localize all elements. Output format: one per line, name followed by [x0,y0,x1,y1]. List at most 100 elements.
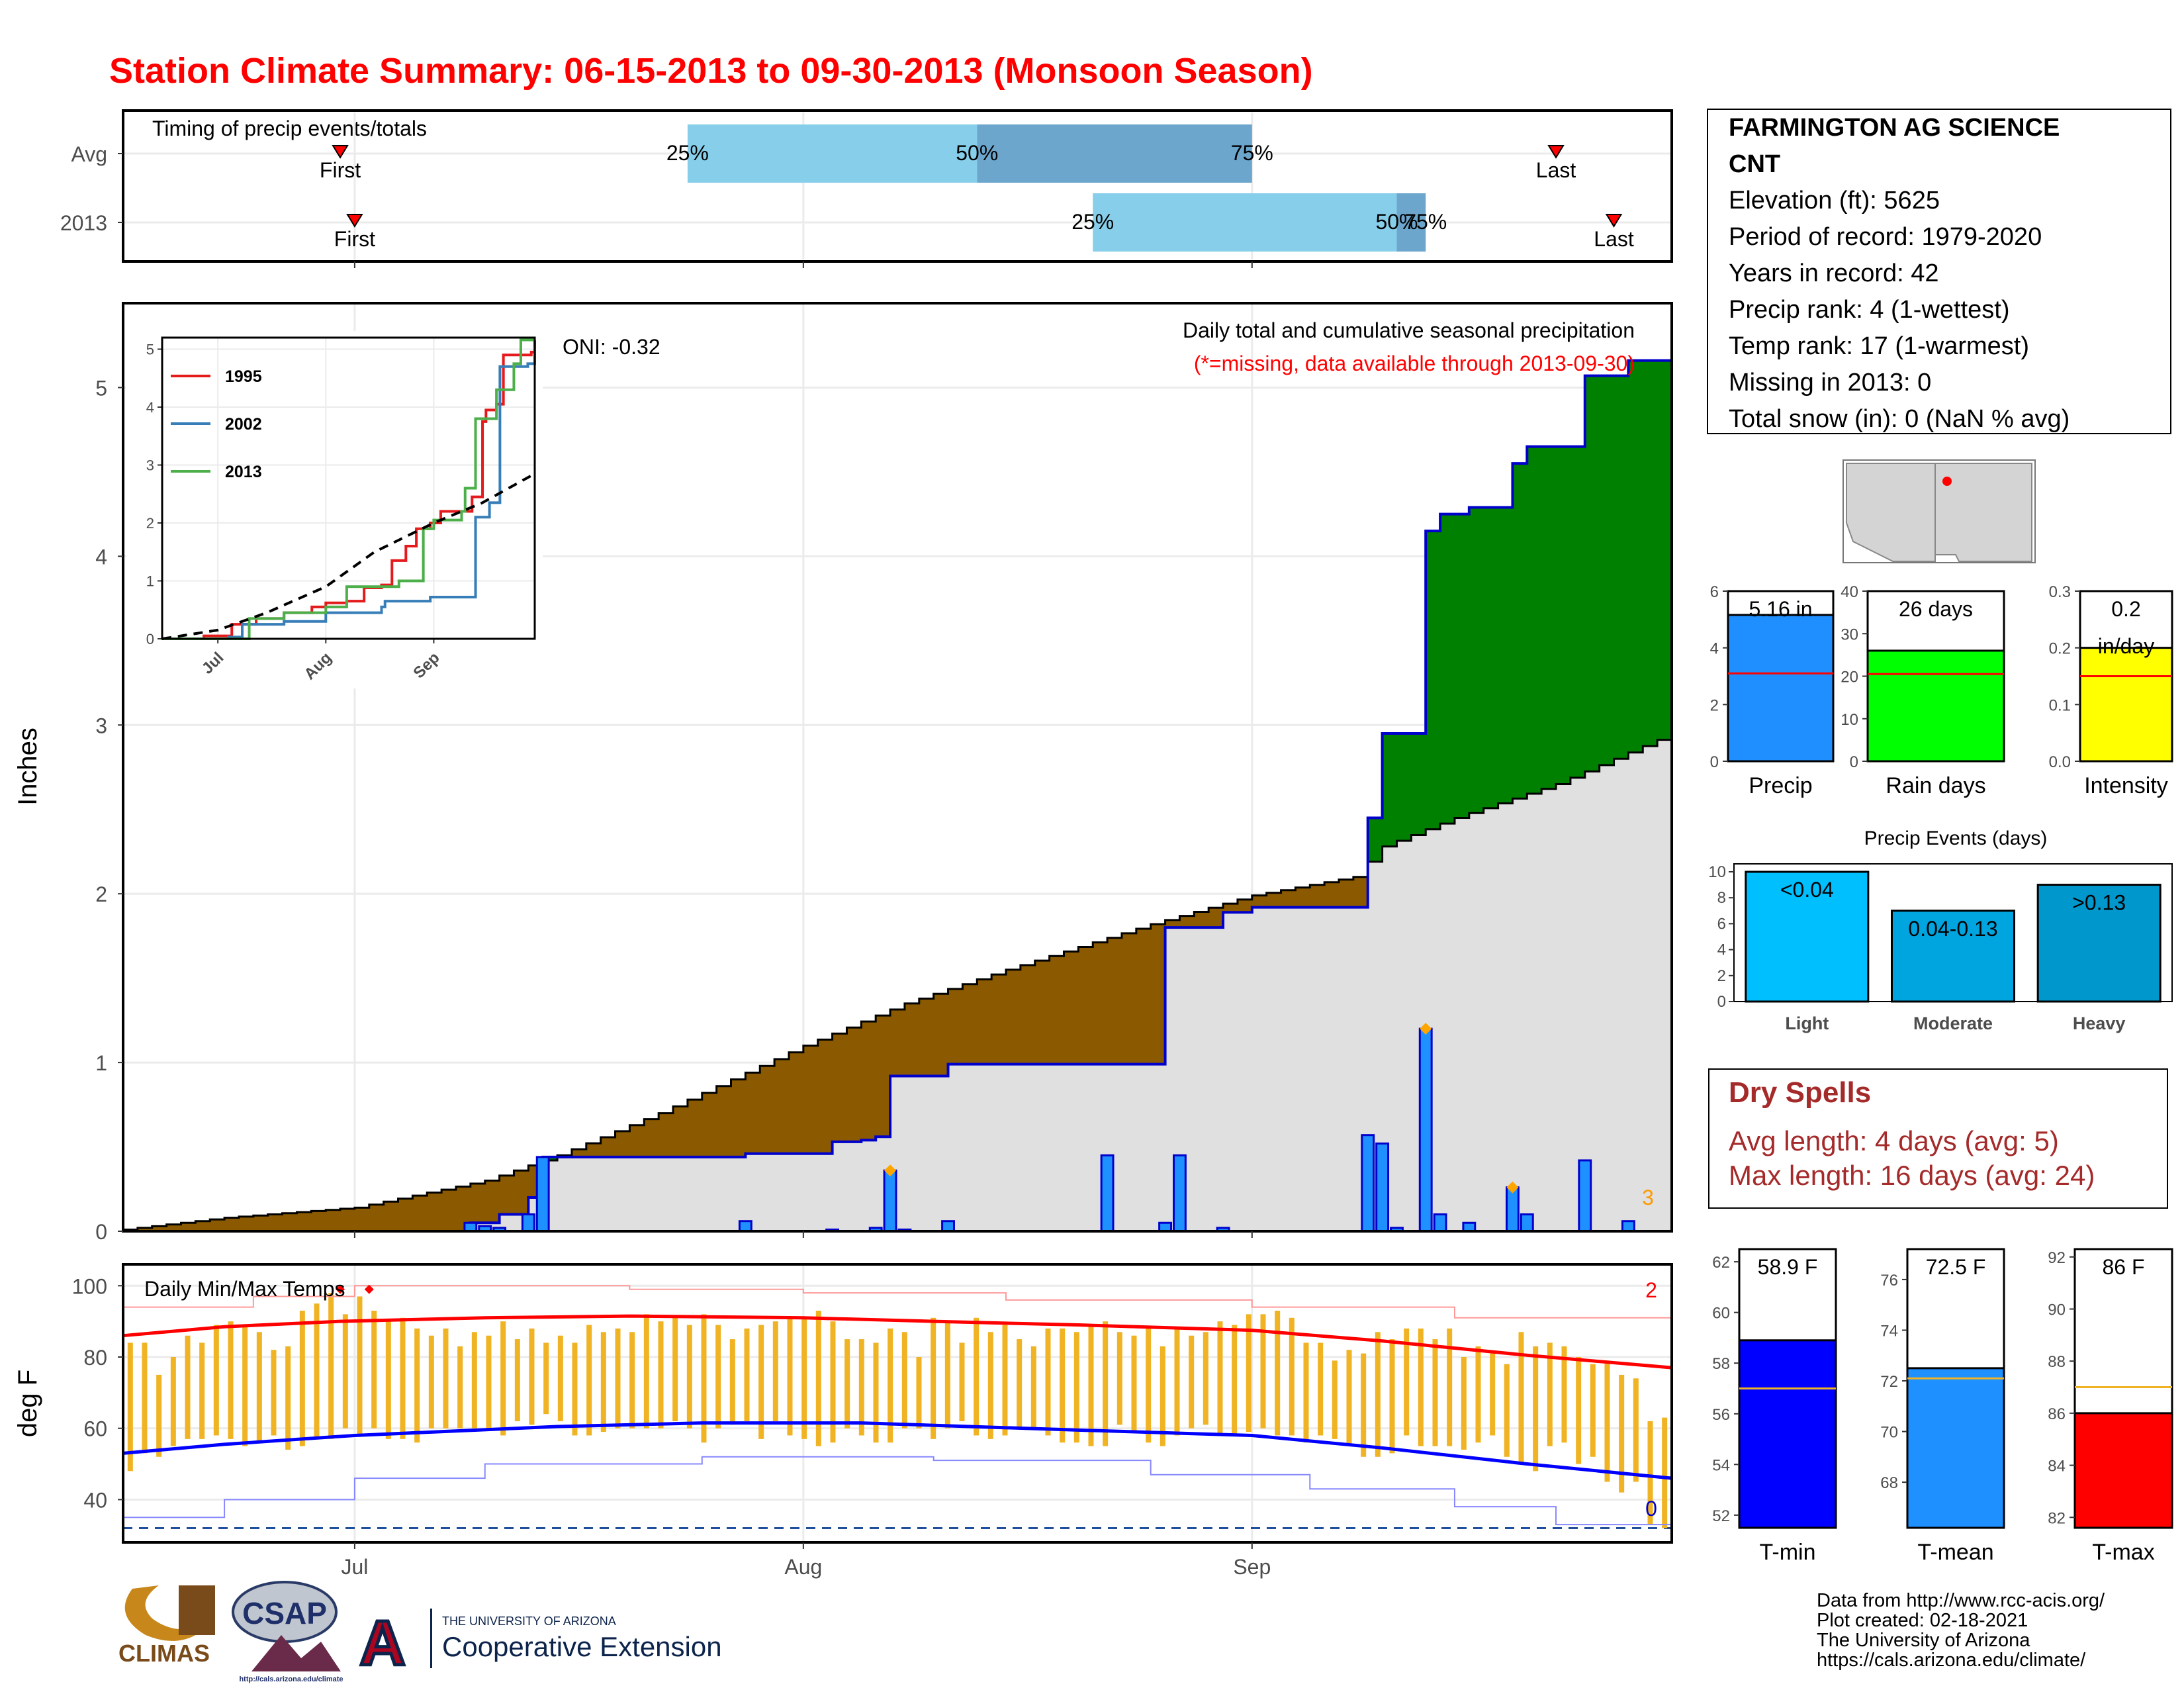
daily-temp-range-bar [801,1317,807,1439]
daily-temp-range-bar [1389,1339,1395,1454]
timing-panel: Timing of precip events/totals Avg 25% 50%… [60,109,1673,263]
events-title: Precip Events (days) [1864,827,2048,849]
summary-bar-intensity-value-label: in/day [2098,634,2154,658]
inset-y-tick-label: 4 [146,399,154,416]
temp-bar-t-mean-value-label: 72.5 F [1926,1255,1986,1279]
daily-temp-range-bar [901,1332,907,1429]
daily-temp-range-bar [1533,1346,1539,1472]
daily-precip-bar [1621,1220,1635,1233]
timing-row-label: Avg [71,142,107,166]
daily-temp-range-bar [185,1335,191,1439]
daily-precip-bar [1361,1134,1375,1233]
temp-bar-t-max-tick-label: 92 [2048,1249,2066,1267]
temp-bar-t-max: 82 84 86 88 90 92 86 F T-max [2048,1248,2173,1565]
timing-last-marker [1547,145,1565,159]
daily-temp-range-bar [974,1317,979,1436]
daily-temp-range-bar [457,1346,463,1429]
daily-temp-range-bar [486,1335,492,1429]
timing-p50-label: 50% [1375,210,1418,234]
events-tick-label: 10 [1708,863,1726,881]
daily-temp-range-bar [314,1303,320,1439]
timing-last-label: Last [1594,227,1634,251]
daily-temp-range-bar [600,1332,606,1432]
daily-temp-range-bar [787,1317,793,1436]
daily-temp-range-bar [1275,1311,1281,1436]
daily-temp-range-bar [1174,1328,1180,1436]
temp-bar-t-max-tick-label: 90 [2048,1301,2066,1319]
summary-bar-precip: 0 2 4 6 5.16 in Precip [1710,583,1835,798]
temp-bar-t-min-value-label: 58.9 F [1758,1255,1818,1279]
temp-plot-area [122,1284,1672,1536]
precip-panel-border [122,302,1673,1233]
daily-temp-range-bar [1332,1360,1338,1439]
temp-y-tick-label: 80 [83,1346,107,1370]
daily-temp-range-bar [242,1325,248,1446]
daily-temp-range-bar [156,1374,162,1457]
csap-logo-url: http://cals.arizona.edu/climate [239,1675,343,1683]
temp-bar-t-mean-tick-label: 72 [1880,1373,1898,1391]
temp-panel-frame [123,1264,1672,1542]
daily-temp-range-bar [772,1321,778,1421]
daily-temp-range-bar [715,1325,721,1429]
daily-temp-range-bar [1576,1357,1582,1464]
x-axis-tick-label: Aug [784,1555,822,1579]
summary-bar-intensity-tick-label: 0.1 [2049,696,2071,714]
inset-y-tick-label: 3 [146,457,154,474]
daily-precip-bar [883,1169,897,1233]
precip-y-tick-label: 0 [95,1220,107,1244]
credit-line-1: Data from http://www.rcc-acis.org/ [1817,1590,2105,1611]
daily-temp-range-bar [1504,1364,1510,1457]
daily-temp-range-bar [1418,1328,1424,1446]
events-bar-heavy [2036,884,2161,1003]
daily-temp-range-bar [858,1339,864,1436]
temp-bar-t-mean-bar [1906,1367,2005,1529]
precip-y-tick-label: 4 [95,545,107,569]
temp-bar-t-mean-tick-label: 70 [1880,1424,1898,1442]
inset-legend-label: 2013 [225,463,262,481]
temp-bar-t-max-tick-label: 88 [2048,1353,2066,1371]
timing-row-label: 2013 [60,211,107,235]
daily-temp-range-bar [285,1346,291,1450]
x-axis: Jul Aug Sep [341,261,1271,1579]
climas-logo-text: CLIMAS [118,1640,210,1667]
daily-temp-range-bar [170,1357,176,1446]
precip-y-tick-label: 5 [95,376,107,400]
timing-last-marker [1605,214,1623,228]
daily-temp-range-bar [299,1311,305,1446]
csap-logo-mountains [251,1635,341,1671]
summary-bar-intensity-bar [2079,647,2173,763]
inset-background [126,331,543,688]
timing-p25-label: 25% [666,141,709,165]
temp-bar-t-max-value-label: 86 F [2102,1255,2144,1279]
daily-temp-range-bar [1604,1360,1610,1482]
daily-temp-range-bar [959,1342,965,1421]
credit-line-4: https://cals.arizona.edu/climate/ [1817,1650,2086,1671]
events-category-label: Light [1785,1013,1829,1033]
temp-bar-t-max-tick-label: 84 [2048,1458,2066,1476]
daily-temp-range-bar [1146,1328,1152,1443]
summary-bar-precip-tick-label: 2 [1710,696,1719,714]
daily-temp-range-bar [844,1339,850,1429]
daily-precip-bar [1375,1142,1390,1233]
temp-line-record-min [123,1456,1672,1536]
timing-first-marker [346,214,363,228]
climas-logo: CLIMAS [118,1585,215,1667]
csap-logo: CSAP http://cals.arizona.edu/climate [232,1581,343,1683]
summary-bar-rain-days-tick-label: 40 [1841,583,1858,601]
daily-temp-range-bar [1461,1357,1467,1450]
temp-bar-t-max-axis-label: T-max [2092,1540,2154,1565]
daily-temp-range-bar [471,1332,477,1429]
events-category-label: Heavy [2073,1013,2126,1033]
daily-temp-range-bar [1045,1328,1051,1436]
events-bar-label: >0.13 [2072,891,2126,915]
temp-y-tick-label: 40 [83,1488,107,1512]
inset-line-2002 [162,346,536,640]
timing-bar-50-75 [977,124,1252,183]
daily-temp-range-bar [1662,1417,1668,1528]
daily-precip-bar [1418,1027,1433,1233]
temp-bar-t-max-bar [2073,1412,2173,1529]
precip-y-tick-label: 2 [95,882,107,906]
temp-line-avg-min [122,1421,1672,1480]
record-high-marker [336,1284,345,1294]
